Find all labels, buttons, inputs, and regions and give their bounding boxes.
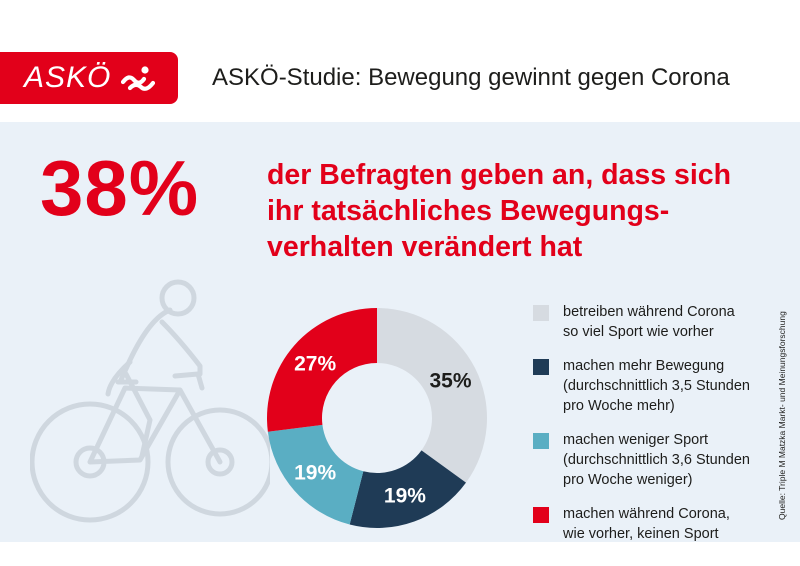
askoe-logo: ASKÖ [0,52,178,104]
legend-item: machen während Corona, wie vorher, keine… [533,504,763,544]
highlight-line: ihr tatsächliches Bewegungs- [267,195,670,227]
legend-swatch [533,359,549,375]
donut-slice [377,308,487,483]
highlight-percent: 38% [40,144,200,232]
page-title: ASKÖ-Studie: Bewegung gewinnt gegen Coro… [212,64,730,91]
slice-value-label: 27% [294,352,336,375]
legend-text: (durchschnittlich 3,5 Stunden [563,378,750,394]
legend-text: wie vorher, keinen Sport [563,526,719,542]
cyclist-illustration [30,279,270,523]
legend-swatch [533,507,549,523]
legend-swatch [533,305,549,321]
legend-text: betreiben während Corona [563,304,735,320]
slice-value-label: 35% [429,370,471,393]
legend-item: betreiben während Corona so viel Sport w… [533,302,763,342]
legend-item: machen weniger Sport (durchschnittlich 3… [533,430,763,490]
legend-swatch [533,433,549,449]
logo-text: ASKÖ [24,61,112,94]
legend-text: so viel Sport wie vorher [563,324,714,340]
header: ASKÖ ASKÖ-Studie: Bewegung gewinnt gegen… [0,0,800,122]
legend-item: machen mehr Bewegung (durchschnittlich 3… [533,356,763,416]
wave-logo-icon [121,66,156,91]
slice-value-label: 19% [294,462,336,485]
highlight-line: verhalten verändert hat [267,231,583,263]
highlight-line: der Befragten geben an, dass sich [267,159,732,191]
legend-text: pro Woche mehr) [563,398,675,414]
highlight-text: der Befragten geben an, dass sich ihr ta… [267,157,747,265]
source-note: Quelle: Triple M Matzka Markt- und Meinu… [777,311,787,520]
legend-text: machen weniger Sport [563,432,709,448]
legend-text: pro Woche weniger) [563,472,693,488]
donut-slice [349,450,466,528]
slice-value-label: 19% [384,485,426,508]
legend: betreiben während Corona so viel Sport w… [533,302,763,558]
donut-slice [267,424,364,525]
legend-text: (durchschnittlich 3,6 Stunden [563,452,750,468]
donut-slice [266,308,377,432]
legend-text: machen während Corona, [563,506,730,522]
legend-text: machen mehr Bewegung [563,358,725,374]
